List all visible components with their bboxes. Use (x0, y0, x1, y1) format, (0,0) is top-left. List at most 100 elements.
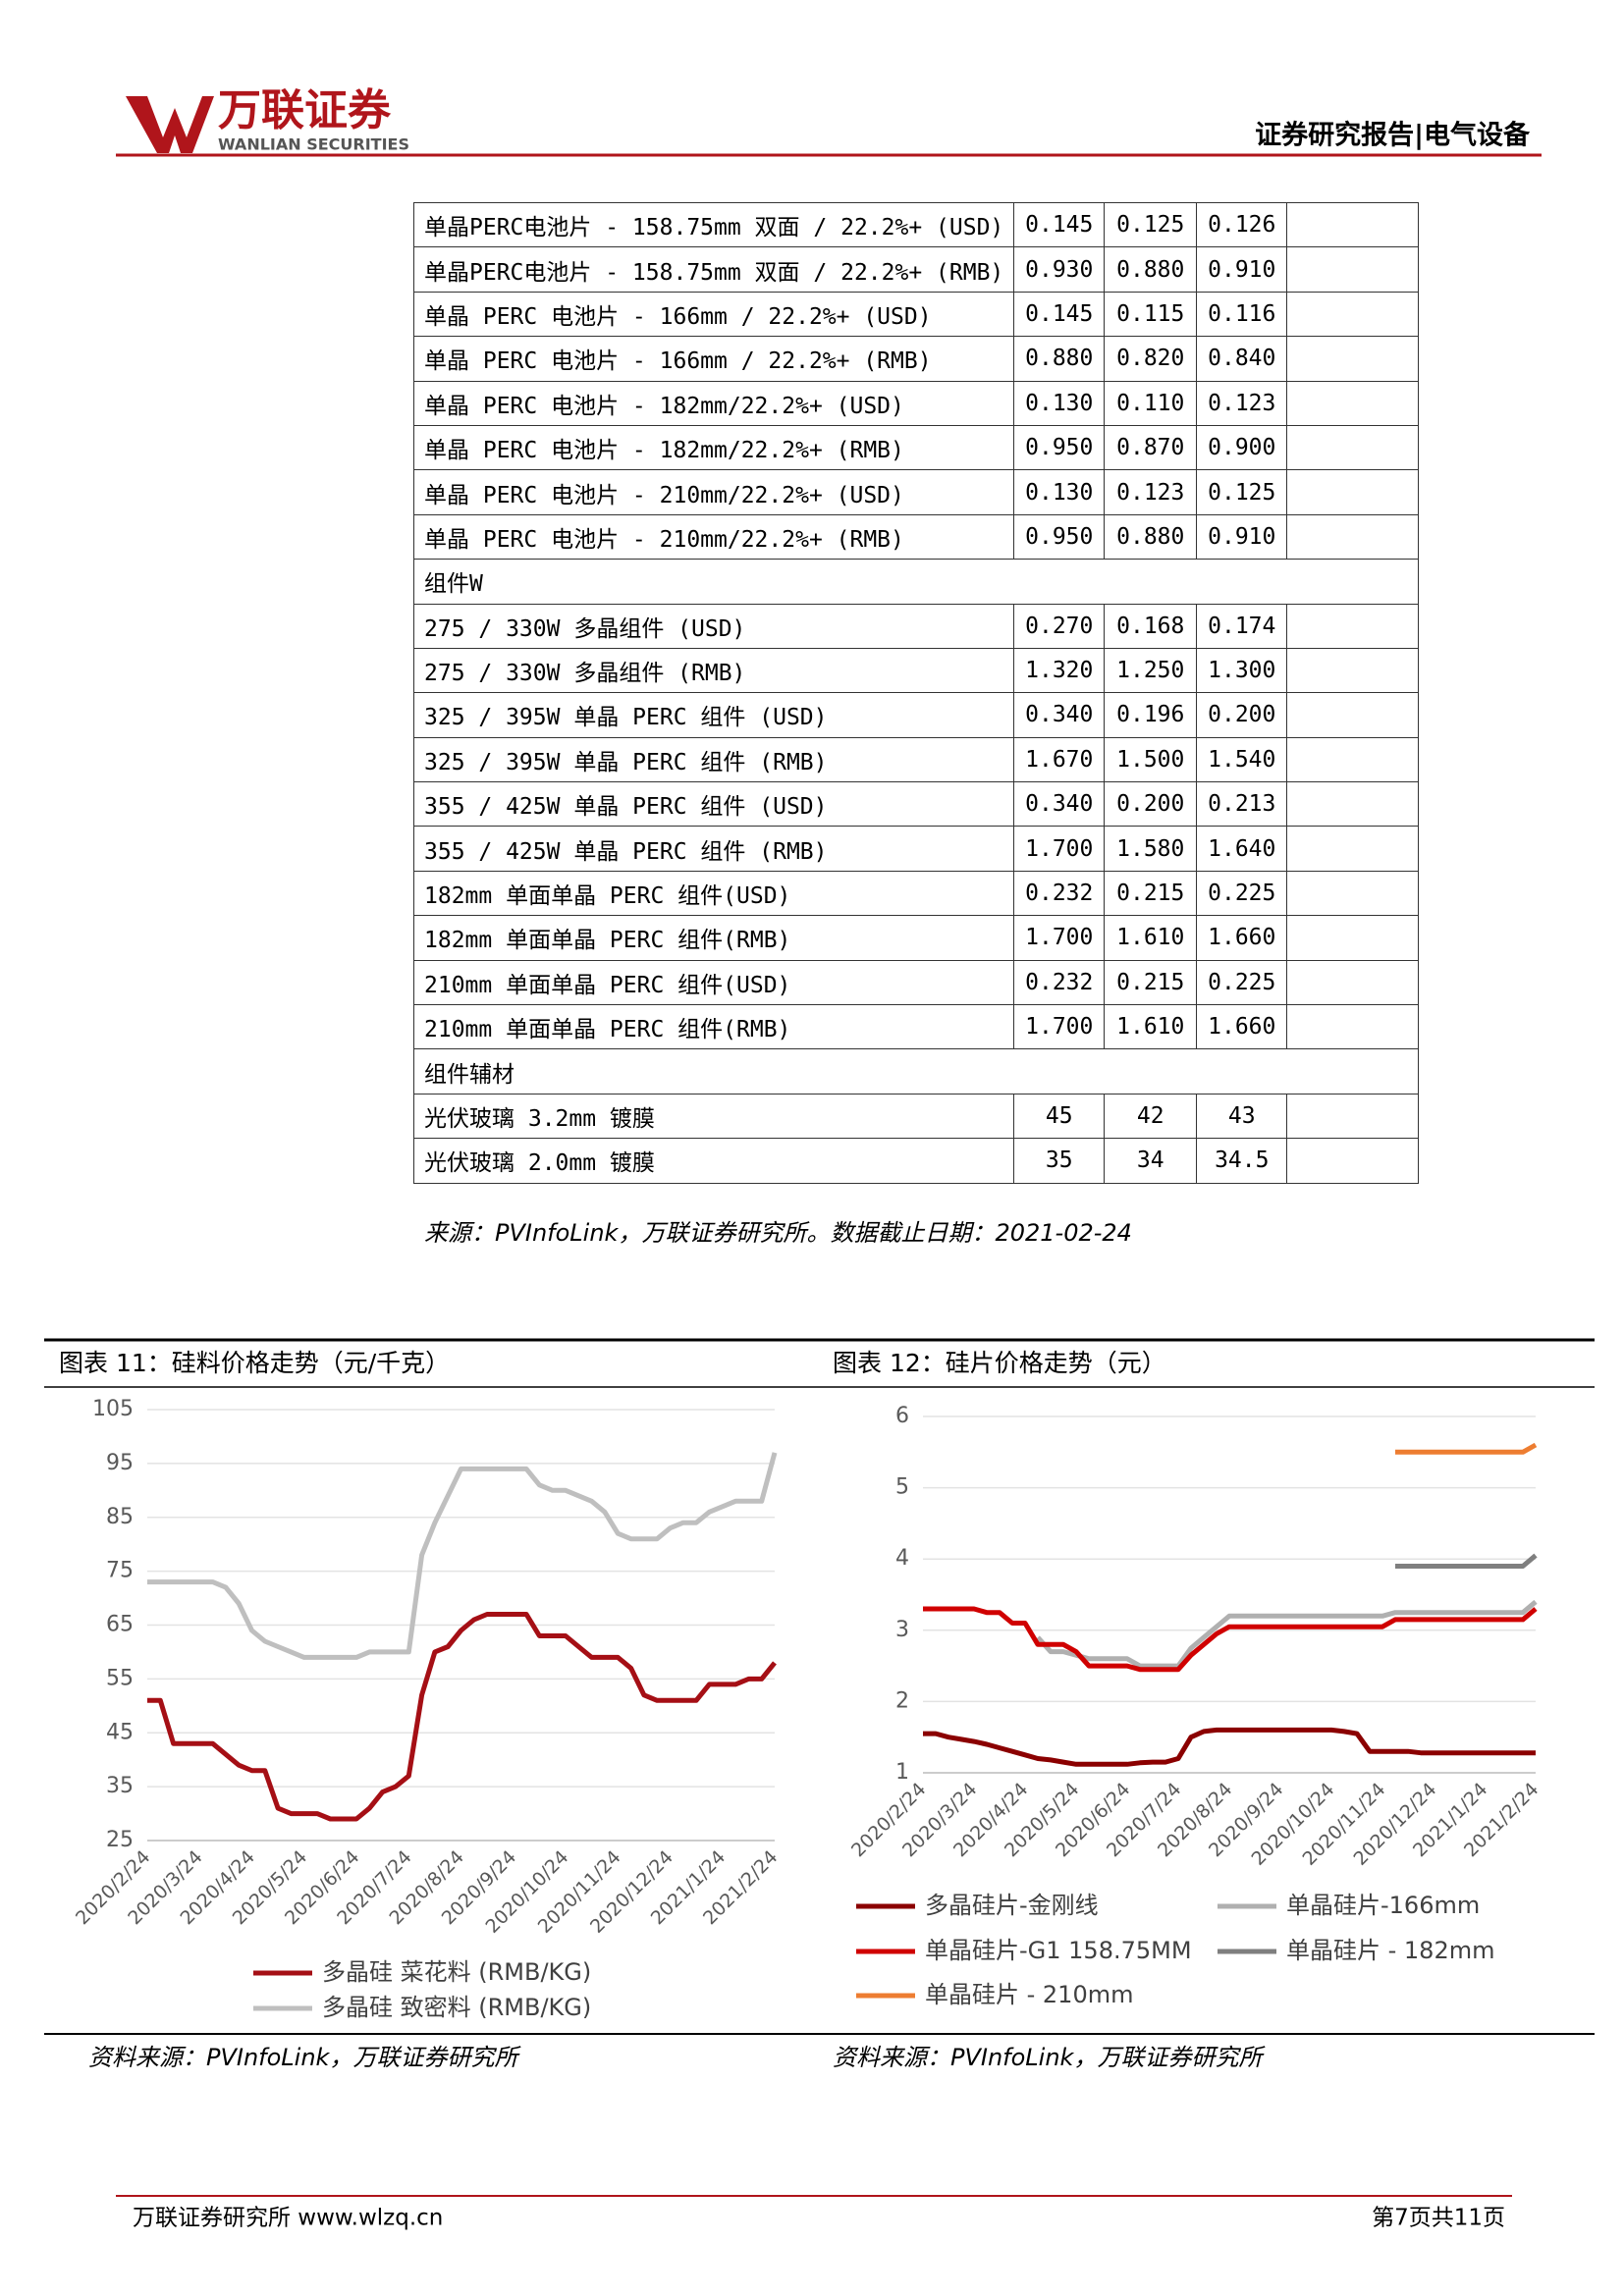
table-cell: 单晶PERC电池片 - 158.75mm 双面 / 22.2%+ (RMB) (412, 246, 1015, 293)
table-cell (1286, 1138, 1420, 1184)
table-cell: 0.950 (1013, 513, 1106, 561)
table-cell: 1.580 (1104, 826, 1198, 872)
table-cell: 0.930 (1013, 246, 1106, 293)
table-cell: 325 / 395W 单晶 PERC 组件 (USD) (412, 692, 1015, 738)
y-tick-label: 2 (895, 1688, 909, 1713)
y-tick-label: 1 (895, 1760, 909, 1785)
table-cell: 0.125 (1104, 201, 1198, 248)
table-row: 355 / 425W 单晶 PERC 组件 (RMB) 1.700 1.580 1.6… (412, 826, 1420, 872)
table-cell (1286, 201, 1420, 248)
table-cell: 1.660 (1196, 915, 1288, 961)
table-row: 210mm 单面单晶 PERC 组件(USD) 0.232 0.215 0.225 (412, 959, 1420, 1006)
series-line (1395, 1553, 1538, 1569)
table-cell: 单晶 PERC 电池片 - 166mm / 22.2%+ (USD) (412, 291, 1015, 338)
table-cell (1286, 513, 1420, 561)
table-cell (1286, 603, 1420, 649)
table-row: 组件W (412, 559, 1420, 605)
chart-source: 资料来源：PVInfoLink，万联证券研究所 (833, 2044, 1266, 2071)
table-cell: 210mm 单面单晶 PERC 组件(USD) (412, 959, 1015, 1006)
logo-cn: 万联证券 (218, 85, 392, 135)
table-cell: 34.5 (1196, 1138, 1288, 1184)
table-cell: 182mm 单面单晶 PERC 组件(RMB) (412, 915, 1015, 961)
y-tick-label: 95 (106, 1451, 134, 1475)
table-row: 355 / 425W 单晶 PERC 组件 (USD) 0.340 0.200 0.2… (412, 781, 1420, 828)
table-cell (1286, 959, 1420, 1006)
y-tick-label: 3 (895, 1618, 909, 1642)
table-row: 光伏玻璃 2.0mm 镀膜 35 34 34.5 (412, 1138, 1420, 1184)
legend-label: 多晶硅 菜花料 (RMB/KG) (322, 1958, 591, 1986)
table-cell: 1.610 (1104, 1004, 1198, 1050)
footer-left: 万联证券研究所 www.wlzq.cn (133, 2206, 443, 2231)
table-cell: 0.126 (1196, 201, 1288, 248)
legend-label: 单晶硅片 - 182mm (1286, 1937, 1494, 1964)
table-cell (1286, 424, 1420, 471)
table-cell: 1.700 (1013, 826, 1106, 872)
y-tick-label: 85 (106, 1505, 134, 1529)
table-cell: 0.130 (1013, 380, 1106, 426)
table-cell (1286, 692, 1420, 738)
table-row: 275 / 330W 多晶组件 (RMB) 1.320 1.250 1.300 (412, 647, 1420, 694)
table-row: 单晶 PERC 电池片 - 166mm / 22.2%+ (USD) 0.145 0… (412, 291, 1420, 338)
table-cell: 355 / 425W 单晶 PERC 组件 (RMB) (412, 826, 1015, 872)
legend-label: 单晶硅片-166mm (1286, 1892, 1480, 1919)
table-cell: 0.232 (1013, 870, 1106, 917)
table-cell: 355 / 425W 单晶 PERC 组件 (USD) (412, 781, 1015, 828)
table-cell: 单晶 PERC 电池片 - 210mm/22.2%+ (RMB) (412, 513, 1015, 561)
chart-title: 图表 12：硅片价格走势（元） (833, 1349, 1166, 1377)
table-cell: 0.174 (1196, 603, 1288, 649)
table-row: 325 / 395W 单晶 PERC 组件 (RMB) 1.670 1.500 1.5… (412, 736, 1420, 783)
series-line (147, 1452, 778, 1660)
table-cell: 1.300 (1196, 647, 1288, 694)
table-cell (1286, 826, 1420, 872)
series-line (1395, 1442, 1538, 1455)
table-cell: 1.640 (1196, 826, 1288, 872)
table-cell: 34 (1104, 1138, 1198, 1184)
table-row: 单晶PERC电池片 - 158.75mm 双面 / 22.2%+ (RMB) 0.… (412, 246, 1420, 293)
table-cell: 0.910 (1196, 246, 1288, 293)
table-cell: 单晶PERC电池片 - 158.75mm 双面 / 22.2%+ (USD) (412, 201, 1015, 248)
table-cell (1286, 291, 1420, 338)
table-cell: 0.115 (1104, 291, 1198, 338)
table-cell: 1.250 (1104, 647, 1198, 694)
y-tick-label: 55 (106, 1666, 134, 1690)
table-cell: 0.215 (1104, 959, 1198, 1006)
table-cell: 1.700 (1013, 915, 1106, 961)
table-cell (1286, 915, 1420, 961)
legend-label: 多晶硅片-金刚线 (925, 1892, 1099, 1919)
y-tick-label: 35 (106, 1774, 134, 1798)
report-type: 证券研究报告|电气设备 (1255, 120, 1531, 151)
table-row: 单晶 PERC 电池片 - 210mm/22.2%+ (USD) 0.130 0.1… (412, 469, 1420, 515)
series-line (923, 1606, 1538, 1673)
price-table: 单晶PERC电池片 - 158.75mm 双面 / 22.2%+ (USD) 0.… (412, 201, 1420, 1184)
y-tick-label: 75 (106, 1559, 134, 1583)
table-cell: 325 / 395W 单晶 PERC 组件 (RMB) (412, 736, 1015, 783)
table-cell: 0.270 (1013, 603, 1106, 649)
table-cell: 35 (1013, 1138, 1106, 1184)
table-cell (1286, 781, 1420, 828)
table-row: 325 / 395W 单晶 PERC 组件 (USD) 0.340 0.196 0.2… (412, 692, 1420, 738)
table-row: 单晶 PERC 电池片 - 182mm/22.2%+ (USD) 0.130 0.1… (412, 380, 1420, 426)
table-cell: 0.232 (1013, 959, 1106, 1006)
table-cell: 275 / 330W 多晶组件 (USD) (412, 603, 1015, 649)
table-cell: 1.320 (1013, 647, 1106, 694)
table-cell (1286, 736, 1420, 783)
table-cell: 1.700 (1013, 1004, 1106, 1050)
table-cell: 0.910 (1196, 513, 1288, 561)
table-cell: 0.880 (1013, 336, 1106, 382)
table-row: 单晶 PERC 电池片 - 166mm / 22.2%+ (RMB) 0.880 0… (412, 336, 1420, 382)
table-row: 光伏玻璃 3.2mm 镀膜 45 42 43 (412, 1093, 1420, 1140)
chart-source: 资料来源：PVInfoLink，万联证券研究所 (88, 2044, 521, 2071)
table-cell: 0.840 (1196, 336, 1288, 382)
page-number: 第7页共11页 (1372, 2206, 1505, 2231)
table-cell: 0.340 (1013, 781, 1106, 828)
table-cell: 1.540 (1196, 736, 1288, 783)
chart-title: 图表 11：硅料价格走势（元/千克） (59, 1349, 450, 1377)
table-cell: 182mm 单面单晶 PERC 组件(USD) (412, 870, 1015, 917)
series-line (923, 1727, 1536, 1767)
table-cell: 0.213 (1196, 781, 1288, 828)
logo-en: WANLIAN SECURITIES (218, 135, 409, 154)
series-line (147, 1612, 777, 1822)
table-cell: 0.168 (1104, 603, 1198, 649)
